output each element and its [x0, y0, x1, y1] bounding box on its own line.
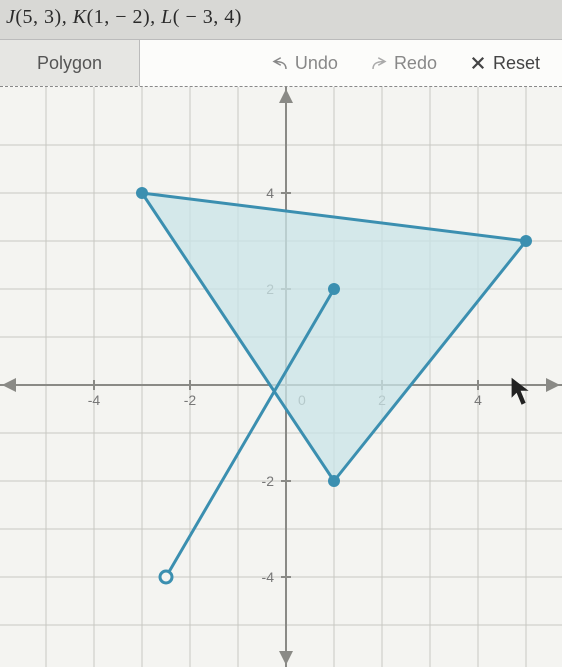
svg-text:-2: -2 [262, 473, 275, 489]
polygon-button[interactable]: Polygon [0, 40, 140, 86]
svg-text:4: 4 [266, 185, 274, 201]
svg-text:-4: -4 [88, 392, 101, 408]
svg-text:-4: -4 [262, 569, 275, 585]
point-j-name: J [6, 6, 15, 28]
redo-label: Redo [394, 53, 437, 74]
redo-button[interactable]: Redo [354, 40, 453, 86]
point-j-coords: (5, 3) [15, 6, 61, 28]
redo-icon [370, 54, 388, 72]
svg-text:-2: -2 [184, 392, 197, 408]
toolbar: Polygon Undo Redo Reset [0, 39, 562, 87]
header-points: J(5, 3), K(1, − 2), L( − 3, 4) [0, 0, 562, 39]
point-k-coords: (1, − 2) [87, 6, 151, 28]
point-k-name: K [73, 6, 87, 28]
point-l-coords: ( − 3, 4) [173, 6, 242, 28]
undo-icon [271, 54, 289, 72]
toolbar-spacer [140, 40, 255, 86]
reset-label: Reset [493, 53, 540, 74]
undo-button[interactable]: Undo [255, 40, 354, 86]
close-icon [469, 54, 487, 72]
reset-button[interactable]: Reset [453, 40, 562, 86]
svg-text:4: 4 [474, 392, 482, 408]
point-l-name: L [161, 6, 173, 28]
chart-area[interactable]: -4-22442-2-40 [0, 87, 562, 667]
undo-label: Undo [295, 53, 338, 74]
coordinate-plane: -4-22442-2-40 [0, 87, 562, 667]
polygon-label: Polygon [37, 53, 102, 74]
